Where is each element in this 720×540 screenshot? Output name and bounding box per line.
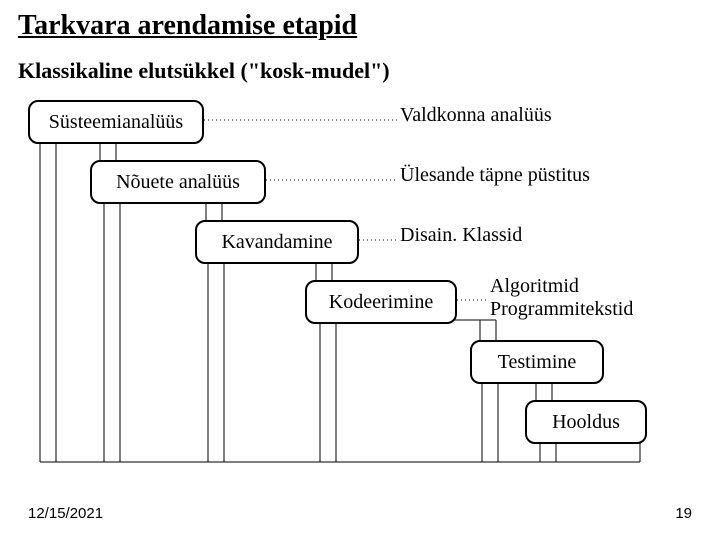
stage-s6: Hooldus [525, 400, 647, 444]
footer-page-number: 19 [675, 505, 692, 522]
annotation-s1: Valdkonna analüüs [400, 104, 552, 127]
annotation-s3: Disain. Klassid [400, 224, 522, 247]
stage-s2: Nõuete analüüs [90, 160, 266, 204]
stage-s4: Kodeerimine [305, 280, 457, 324]
subtitle: Klassikaline elutsükkel ("kosk-mudel") [18, 58, 390, 84]
annotation-s2: Ülesande täpne püstitus [400, 164, 590, 187]
annotation-s4: Algoritmid Programmitekstid [490, 275, 633, 321]
page-title: Tarkvara arendamise etapid [18, 10, 357, 42]
footer-date: 12/15/2021 [28, 505, 103, 522]
stage-s3: Kavandamine [195, 220, 359, 264]
stage-s1: Süsteemianalüüs [28, 100, 204, 144]
stage-s5: Testimine [470, 340, 604, 384]
